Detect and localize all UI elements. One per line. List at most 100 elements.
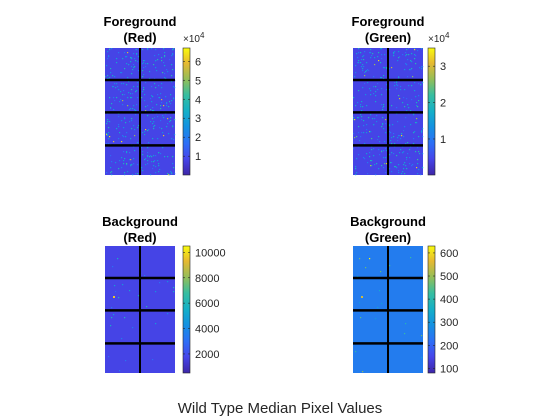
pixel-speckle xyxy=(131,57,133,59)
pixel-speckle xyxy=(108,143,110,145)
pixel-speckle xyxy=(357,57,359,59)
pixel-speckle xyxy=(112,266,114,268)
pixel-speckle xyxy=(108,132,110,134)
pixel-speckle xyxy=(111,307,113,309)
pixel-speckle xyxy=(114,100,116,102)
pixel-speckle xyxy=(145,63,147,65)
pixel-speckle xyxy=(408,85,410,87)
pixel-speckle xyxy=(134,58,136,60)
pixel-speckle xyxy=(133,53,135,55)
pixel-speckle xyxy=(122,104,124,106)
pixel-speckle xyxy=(153,161,155,163)
pixel-speckle xyxy=(403,164,405,166)
pixel-speckle xyxy=(417,106,419,108)
pixel-speckle xyxy=(366,70,368,72)
pixel-speckle xyxy=(367,82,369,84)
pixel-speckle xyxy=(143,60,145,62)
pixel-speckle xyxy=(396,81,398,83)
pixel-speckle xyxy=(380,48,382,50)
pixel-speckle xyxy=(360,106,362,108)
pixel-speckle xyxy=(355,351,357,353)
pixel-speckle xyxy=(367,69,369,71)
pixel-speckle xyxy=(138,125,140,127)
pixel-speckle xyxy=(126,152,128,154)
pixel-speckle xyxy=(150,109,152,111)
pixel-speckle xyxy=(381,88,383,90)
pixel-speckle xyxy=(114,83,116,85)
pixel-speckle xyxy=(362,56,364,58)
pixel-speckle xyxy=(126,164,128,166)
pixel-speckle xyxy=(391,67,393,69)
pixel-speckle xyxy=(422,66,424,68)
pixel-speckle xyxy=(411,99,413,101)
pixel-speckle xyxy=(113,86,115,88)
pixel-speckle xyxy=(362,64,364,66)
pixel-speckle xyxy=(110,325,112,327)
pixel-speckle xyxy=(398,77,400,79)
pixel-speckle xyxy=(169,121,171,123)
pixel-speckle xyxy=(155,60,157,62)
pixel-speckle xyxy=(111,48,113,50)
pixel-speckle xyxy=(113,109,115,111)
panel-title-line2: (Green) xyxy=(365,30,411,45)
pixel-speckle xyxy=(163,48,165,50)
pixel-speckle xyxy=(109,49,111,51)
pixel-speckle xyxy=(365,94,367,96)
grid-line-horizontal xyxy=(353,342,423,345)
pixel-speckle xyxy=(106,123,108,125)
pixel-speckle xyxy=(133,64,135,66)
pixel-speckle xyxy=(131,120,133,122)
pixel-speckle xyxy=(171,75,173,77)
pixel-speckle xyxy=(380,271,382,273)
pixel-speckle xyxy=(145,129,147,131)
pixel-speckle xyxy=(111,103,113,105)
pixel-speckle xyxy=(135,110,137,112)
pixel-speckle xyxy=(374,164,376,166)
pixel-speckle xyxy=(133,67,135,69)
pixel-speckle xyxy=(418,100,420,102)
pixel-speckle xyxy=(141,97,143,99)
pixel-speckle xyxy=(383,75,385,77)
pixel-speckle xyxy=(154,125,156,127)
pixel-speckle xyxy=(165,78,167,80)
pixel-speckle xyxy=(415,96,417,98)
pixel-speckle xyxy=(171,64,173,66)
pixel-speckle xyxy=(110,172,112,174)
pixel-speckle xyxy=(370,165,372,167)
pixel-speckle xyxy=(157,160,159,162)
pixel-speckle xyxy=(378,136,380,138)
pixel-speckle xyxy=(379,290,381,292)
pixel-speckle xyxy=(370,49,372,51)
pixel-speckle xyxy=(381,54,383,56)
pixel-speckle xyxy=(112,75,114,77)
pixel-speckle xyxy=(358,90,360,92)
pixel-speckle xyxy=(172,126,174,128)
pixel-speckle xyxy=(125,136,127,138)
pixel-speckle xyxy=(167,118,169,120)
pixel-speckle xyxy=(382,107,384,109)
pixel-speckle xyxy=(150,155,152,157)
pixel-speckle xyxy=(377,89,379,91)
pixel-speckle xyxy=(383,104,385,106)
pixel-speckle xyxy=(142,49,144,51)
pixel-speckle xyxy=(404,162,406,164)
colorbar-tick-label: 6000 xyxy=(195,298,219,310)
pixel-speckle xyxy=(118,124,120,126)
pixel-speckle xyxy=(415,122,417,124)
pixel-speckle xyxy=(147,152,149,154)
pixel-speckle xyxy=(421,357,423,359)
panel-title-line1: Background xyxy=(102,214,178,229)
pixel-speckle xyxy=(371,149,373,151)
pixel-speckle xyxy=(124,118,126,120)
pixel-speckle xyxy=(386,84,388,86)
pixel-speckle xyxy=(360,62,362,64)
pixel-speckle xyxy=(173,287,175,289)
pixel-speckle xyxy=(110,68,112,70)
pixel-speckle xyxy=(353,97,355,99)
pixel-speckle xyxy=(402,102,404,104)
pixel-speckle xyxy=(385,157,387,159)
pixel-speckle xyxy=(113,314,115,316)
pixel-speckle xyxy=(145,66,147,68)
pixel-speckle xyxy=(373,93,375,95)
pixel-speckle xyxy=(386,163,388,165)
